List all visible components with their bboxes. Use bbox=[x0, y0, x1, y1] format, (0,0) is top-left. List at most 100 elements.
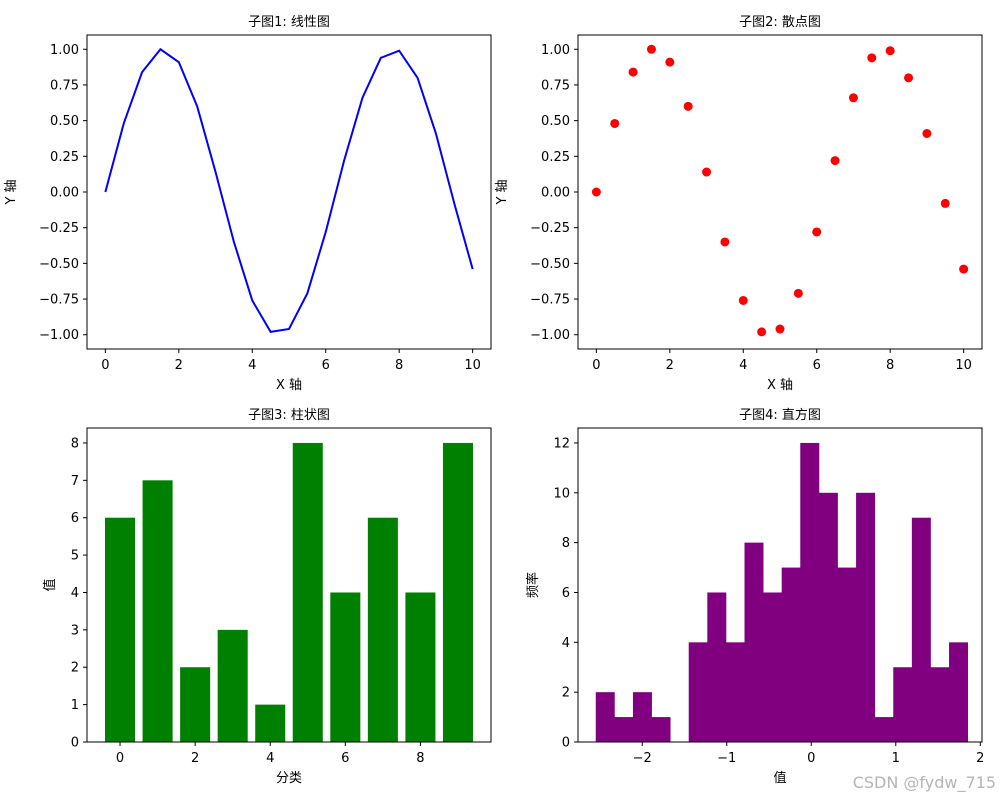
scatter-point bbox=[775, 324, 785, 334]
histogram-bar bbox=[911, 517, 931, 742]
scatter-point bbox=[922, 128, 932, 138]
bar bbox=[105, 517, 136, 742]
bar bbox=[405, 592, 436, 742]
x-tick-label: 2 bbox=[976, 751, 984, 766]
y-tick-label: 3 bbox=[71, 623, 79, 638]
x-tick-label: 2 bbox=[175, 358, 183, 373]
x-tick-label: 0 bbox=[101, 358, 109, 373]
subplot-title: 子图3: 柱状图 bbox=[248, 408, 330, 423]
histogram-bar bbox=[614, 717, 634, 742]
y-tick-label: −0.50 bbox=[530, 257, 570, 272]
axes-frame bbox=[577, 427, 983, 743]
bar bbox=[180, 667, 211, 742]
y-tick-label: 0 bbox=[562, 736, 570, 751]
x-tick-label: 8 bbox=[416, 751, 424, 766]
subplot-scatter-chart: 0 2 4 6 8 10 −1.00 −0.75 −0.50 −0.25 0.00 0.25 0.50 0… bbox=[495, 15, 983, 393]
histogram-bar bbox=[688, 642, 708, 742]
subplot-title: 子图2: 散点图 bbox=[739, 15, 821, 30]
scatter-point bbox=[830, 156, 840, 166]
scatter-point bbox=[904, 73, 914, 83]
histogram-bar bbox=[800, 442, 820, 742]
histogram-bar bbox=[632, 692, 652, 742]
y-tick-label: 1.00 bbox=[50, 43, 79, 58]
x-tick-label: −2 bbox=[633, 751, 652, 766]
scatter-point bbox=[812, 227, 822, 237]
x-axis-label: 分类 bbox=[276, 771, 302, 786]
y-axis-label: Y 轴 bbox=[495, 179, 510, 205]
histogram-bar bbox=[781, 567, 801, 742]
scatter-point bbox=[867, 53, 877, 63]
scatter-point bbox=[702, 167, 712, 177]
scatter-point bbox=[665, 57, 675, 67]
x-tick-label: 0 bbox=[807, 751, 815, 766]
line-series bbox=[104, 47, 474, 333]
y-tick-label: 0 bbox=[71, 736, 79, 751]
x-tick-label: 4 bbox=[248, 358, 256, 373]
bar bbox=[217, 629, 248, 742]
subplot-line-chart: 0 2 4 6 8 10 −1.00 −0.75 −0.50 −0.25 0.00 0.25 0.50 0… bbox=[4, 15, 492, 393]
x-axis-label: X 轴 bbox=[767, 378, 793, 393]
y-tick-label: 0.50 bbox=[541, 114, 570, 129]
histogram-bar bbox=[763, 592, 783, 742]
y-tick-label: −0.50 bbox=[39, 257, 79, 272]
histogram-bar bbox=[725, 642, 745, 742]
y-tick-label: 0.50 bbox=[50, 114, 79, 129]
bar bbox=[442, 442, 473, 742]
scatter-point bbox=[720, 237, 730, 247]
subplot-title: 子图1: 线性图 bbox=[248, 15, 330, 30]
x-tick-label: 2 bbox=[666, 358, 674, 373]
scatter-point bbox=[628, 67, 638, 77]
x-tick-label: −1 bbox=[717, 751, 736, 766]
scatter-point bbox=[848, 93, 858, 103]
y-tick-label: −0.75 bbox=[39, 293, 79, 308]
x-tick-label: 2 bbox=[191, 751, 199, 766]
y-tick-label: 0.00 bbox=[50, 186, 79, 201]
y-tick-label: 5 bbox=[71, 549, 79, 564]
watermark: CSDN @fydw_715 bbox=[853, 773, 996, 793]
y-axis-label: 值 bbox=[42, 578, 58, 591]
x-axis-label: 值 bbox=[773, 770, 786, 786]
scatter-point bbox=[646, 44, 656, 54]
y-tick-label: −1.00 bbox=[39, 328, 79, 343]
histogram-bar bbox=[856, 492, 876, 742]
y-tick-label: 2 bbox=[71, 661, 79, 676]
x-tick-label: 0 bbox=[116, 751, 124, 766]
x-tick-label: 10 bbox=[955, 358, 972, 373]
x-tick-label: 0 bbox=[592, 358, 600, 373]
y-tick-label: 10 bbox=[553, 486, 570, 501]
x-axis-label: X 轴 bbox=[276, 378, 302, 393]
x-tick-label: 6 bbox=[341, 751, 349, 766]
scatter-point bbox=[959, 264, 969, 274]
histogram-bar bbox=[874, 717, 894, 742]
bar bbox=[142, 480, 173, 742]
scatter-point bbox=[940, 198, 950, 208]
y-tick-label: 6 bbox=[562, 586, 570, 601]
bar bbox=[292, 442, 323, 742]
histogram-bar bbox=[651, 717, 671, 742]
y-tick-label: −1.00 bbox=[530, 328, 570, 343]
y-tick-label: 8 bbox=[562, 536, 570, 551]
histogram-bar bbox=[930, 667, 950, 742]
y-tick-label: 12 bbox=[553, 436, 570, 451]
y-tick-label: 1.00 bbox=[541, 43, 570, 58]
scatter-point bbox=[793, 288, 803, 298]
scatter-point bbox=[683, 101, 693, 111]
y-tick-label: −0.25 bbox=[530, 221, 570, 236]
y-tick-label: 4 bbox=[71, 586, 79, 601]
y-tick-label: 8 bbox=[71, 436, 79, 451]
x-tick-label: 6 bbox=[813, 358, 821, 373]
scatter-point bbox=[757, 327, 767, 337]
x-tick-label: 8 bbox=[395, 358, 403, 373]
axes-frame bbox=[86, 34, 492, 350]
x-tick-label: 6 bbox=[322, 358, 330, 373]
histogram-bar bbox=[893, 667, 913, 742]
scatter-point bbox=[738, 295, 748, 305]
histogram-bar bbox=[818, 492, 838, 742]
x-tick-label: 4 bbox=[266, 751, 274, 766]
bar bbox=[330, 592, 361, 742]
bar bbox=[255, 704, 286, 742]
histogram-bar bbox=[949, 642, 969, 742]
scatter-point bbox=[610, 118, 620, 128]
histogram-bar bbox=[744, 542, 764, 742]
